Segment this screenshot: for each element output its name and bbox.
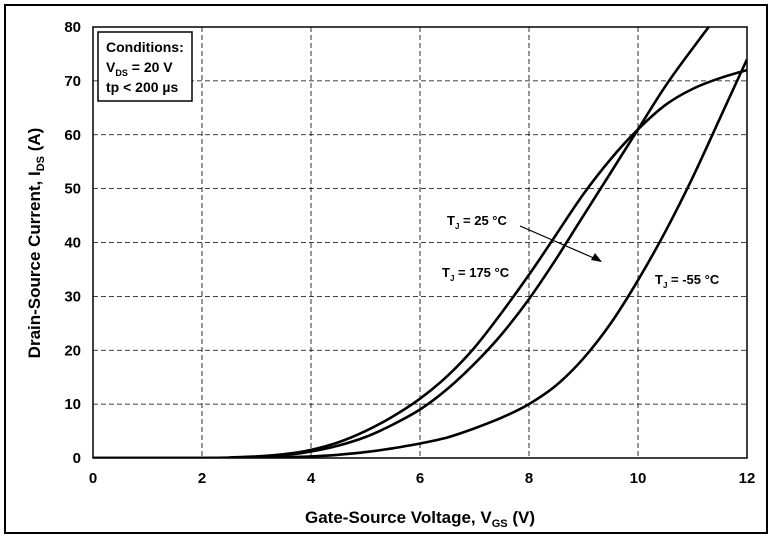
x-tick-label-4: 4	[307, 470, 316, 487]
x-tick-label-6: 6	[416, 470, 424, 487]
y-tick-label-30: 30	[64, 288, 81, 305]
y-tick-label-50: 50	[64, 181, 81, 198]
label-tj-25-arrow-line	[519, 225, 597, 260]
axis-ticks: 0 2 4 6 8 10 12 0 10 20 30 40 50 60 70 80	[64, 19, 755, 487]
y-tick-label-60: 60	[64, 127, 81, 144]
curve-tj-minus55	[93, 58, 747, 458]
y-tick-label-40: 40	[64, 235, 81, 252]
y-tick-label-10: 10	[64, 396, 81, 413]
x-axis-title: Gate-Source Voltage, VGS (V)	[305, 508, 535, 530]
x-tick-label-10: 10	[630, 470, 647, 487]
x-tick-label-12: 12	[739, 470, 756, 487]
label-tj-minus55: TJ = -55 °C	[655, 272, 720, 290]
y-axis-title: Drain-Source Current, IDS (A)	[25, 128, 47, 359]
x-tick-label-8: 8	[525, 470, 533, 487]
label-tj-175: TJ = 175 °C	[442, 265, 510, 283]
plot-area-border	[92, 26, 748, 459]
conditions-vds: VDS = 20 V	[106, 59, 173, 78]
y-tick-label-20: 20	[64, 342, 81, 359]
grid-lines	[93, 27, 747, 458]
y-tick-label-70: 70	[64, 73, 81, 90]
conditions-title: Conditions:	[106, 39, 184, 55]
y-tick-label-80: 80	[64, 19, 81, 36]
y-tick-label-0: 0	[73, 450, 81, 467]
curves	[93, 27, 747, 458]
chart-frame	[4, 4, 768, 534]
curve-tj-175	[93, 68, 747, 458]
conditions-box	[97, 31, 193, 102]
label-tj-25: TJ = 25 °C	[447, 213, 507, 231]
x-tick-label-0: 0	[89, 470, 97, 487]
label-tj-25-arrowhead	[591, 253, 602, 262]
conditions-tp: tp < 200 µs	[106, 79, 178, 95]
x-tick-label-2: 2	[198, 470, 206, 487]
